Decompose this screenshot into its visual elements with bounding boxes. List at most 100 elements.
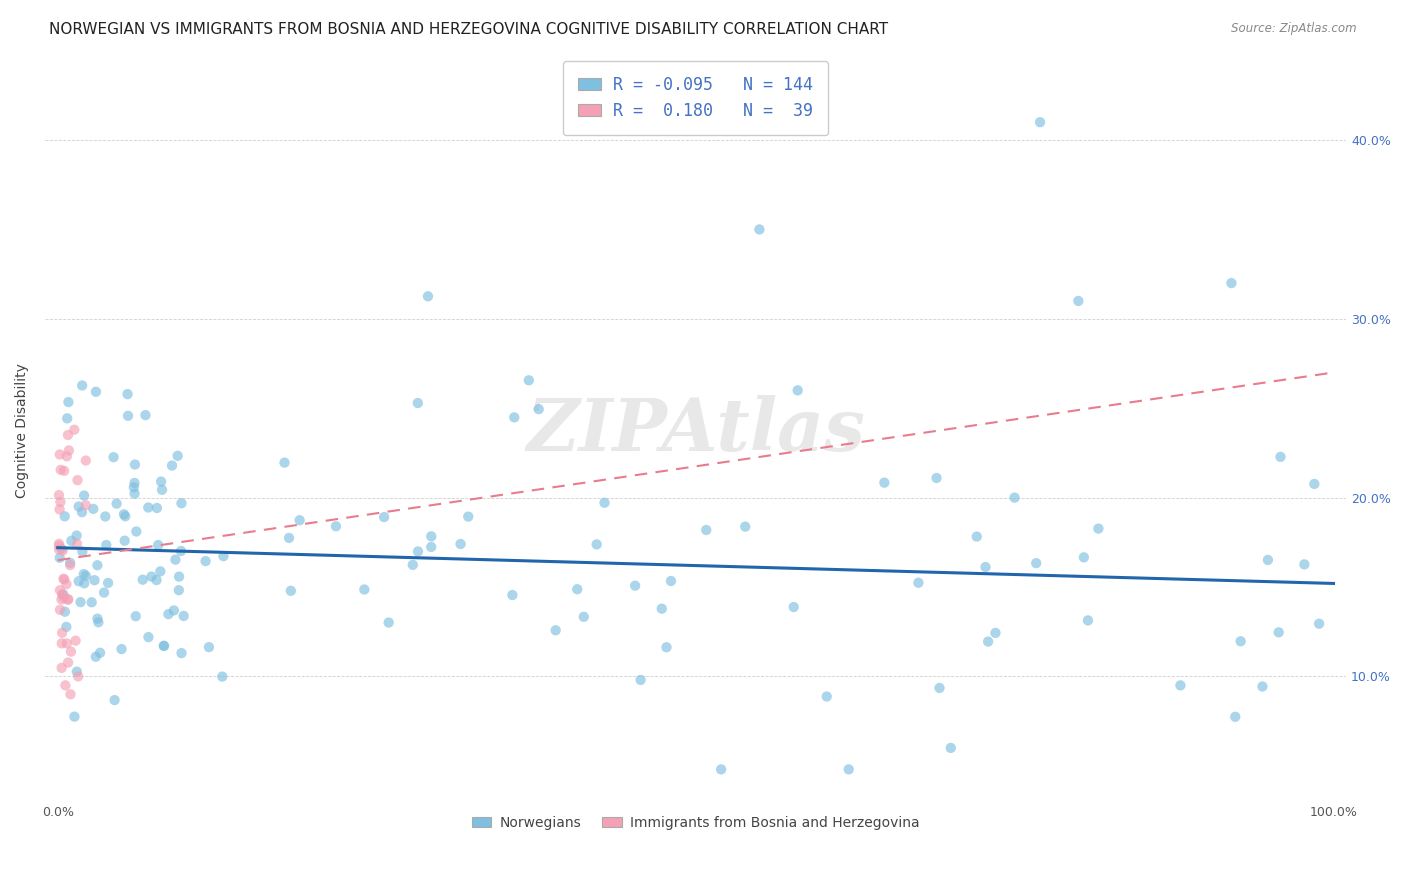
Point	[1294, 558, 1316, 572]
Point	[1029, 115, 1052, 129]
Text: NORWEGIAN VS IMMIGRANTS FROM BOSNIA AND HERZEGOVINA COGNITIVE DISABILITY CORRELA: NORWEGIAN VS IMMIGRANTS FROM BOSNIA AND …	[49, 22, 889, 37]
Point	[73, 576, 96, 591]
Point	[84, 384, 107, 399]
Point	[94, 509, 117, 524]
Point	[55, 620, 77, 634]
Point	[58, 395, 80, 409]
Point	[420, 540, 443, 554]
Point	[93, 585, 115, 599]
Point	[624, 579, 647, 593]
Point	[630, 673, 652, 687]
Point	[51, 592, 73, 607]
Point	[152, 639, 174, 653]
Point	[51, 625, 73, 640]
Point	[211, 670, 233, 684]
Point	[53, 605, 76, 619]
Point	[52, 591, 75, 605]
Point	[194, 554, 217, 568]
Point	[170, 496, 193, 510]
Point	[373, 510, 395, 524]
Point	[63, 709, 86, 723]
Text: ZIPAtlas: ZIPAtlas	[526, 395, 865, 467]
Point	[153, 639, 176, 653]
Point	[377, 615, 399, 630]
Point	[59, 687, 82, 701]
Point	[149, 565, 172, 579]
Point	[114, 533, 136, 548]
Point	[89, 646, 111, 660]
Point	[70, 378, 93, 392]
Point	[325, 519, 347, 533]
Point	[56, 592, 79, 607]
Point	[420, 529, 443, 543]
Point	[1077, 614, 1099, 628]
Point	[838, 763, 860, 777]
Point	[124, 475, 146, 490]
Point	[416, 289, 439, 303]
Point	[167, 569, 190, 583]
Point	[651, 601, 673, 615]
Point	[51, 661, 73, 675]
Point	[527, 402, 550, 417]
Point	[83, 573, 105, 587]
Point	[1257, 553, 1279, 567]
Point	[278, 531, 301, 545]
Point	[783, 600, 806, 615]
Point	[457, 509, 479, 524]
Point	[659, 574, 682, 588]
Point	[977, 634, 1000, 648]
Point	[695, 523, 717, 537]
Point	[53, 573, 76, 587]
Point	[59, 556, 82, 570]
Point	[1251, 680, 1274, 694]
Point	[49, 448, 72, 462]
Point	[134, 408, 156, 422]
Point	[160, 458, 183, 473]
Point	[572, 609, 595, 624]
Point	[112, 508, 135, 522]
Point	[163, 603, 186, 617]
Point	[131, 573, 153, 587]
Point	[198, 640, 221, 655]
Point	[75, 568, 97, 582]
Point	[166, 449, 188, 463]
Point	[406, 544, 429, 558]
Point	[48, 537, 70, 551]
Point	[48, 539, 70, 553]
Point	[73, 567, 96, 582]
Point	[734, 519, 756, 533]
Point	[907, 575, 929, 590]
Point	[1067, 293, 1090, 308]
Point	[966, 530, 988, 544]
Point	[125, 524, 148, 539]
Point	[710, 763, 733, 777]
Point	[141, 569, 163, 583]
Point	[49, 495, 72, 509]
Point	[655, 640, 678, 655]
Point	[75, 498, 97, 512]
Point	[103, 450, 125, 465]
Point	[157, 607, 180, 622]
Point	[55, 577, 77, 591]
Point	[1270, 450, 1292, 464]
Point	[49, 463, 72, 477]
Point	[80, 595, 103, 609]
Point	[212, 549, 235, 564]
Point	[67, 669, 90, 683]
Point	[146, 500, 169, 515]
Point	[1303, 477, 1326, 491]
Point	[974, 560, 997, 574]
Y-axis label: Cognitive Disability: Cognitive Disability	[15, 363, 30, 498]
Point	[450, 537, 472, 551]
Point	[67, 500, 90, 514]
Point	[48, 488, 70, 502]
Point	[55, 678, 77, 692]
Point	[288, 513, 311, 527]
Point	[1225, 710, 1247, 724]
Point	[97, 575, 120, 590]
Point	[56, 656, 79, 670]
Point	[86, 612, 108, 626]
Point	[49, 583, 72, 598]
Point	[86, 558, 108, 573]
Point	[66, 473, 89, 487]
